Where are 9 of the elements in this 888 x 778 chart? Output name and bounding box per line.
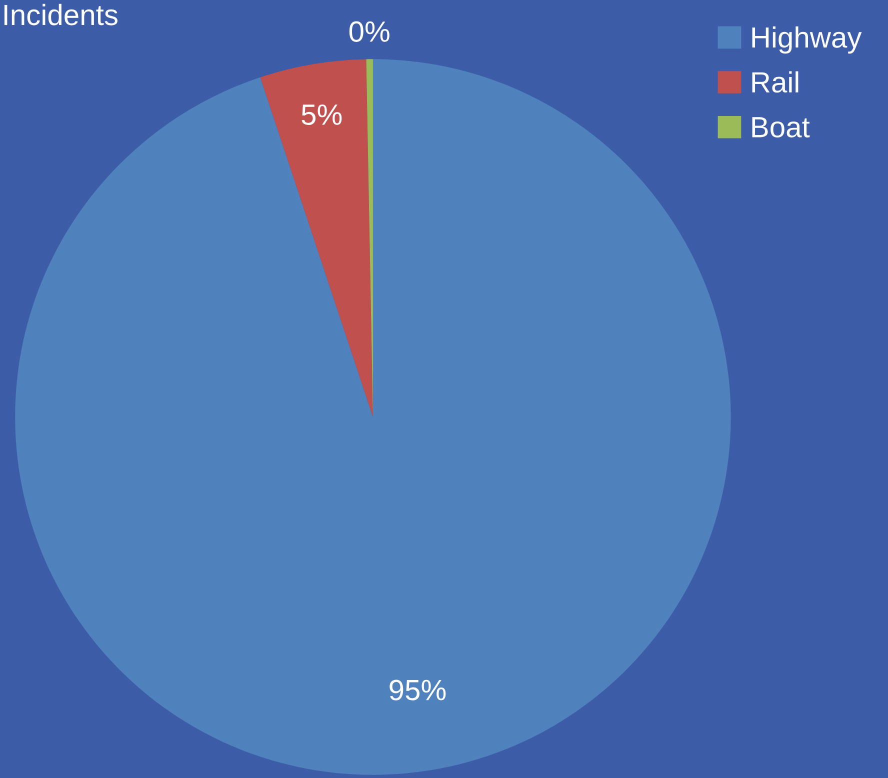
- pie-slice: [15, 59, 731, 775]
- legend-label: Rail: [752, 71, 798, 93]
- legend-label: Highway: [752, 26, 862, 54]
- chart-title: Incidents: [4, 4, 118, 26]
- pie-slice: [260, 59, 373, 418]
- data-label: 0%: [349, 21, 390, 42]
- data-label: 95%: [390, 680, 446, 700]
- legend-label: Boat: [752, 117, 810, 138]
- data-label: 5%: [302, 104, 342, 126]
